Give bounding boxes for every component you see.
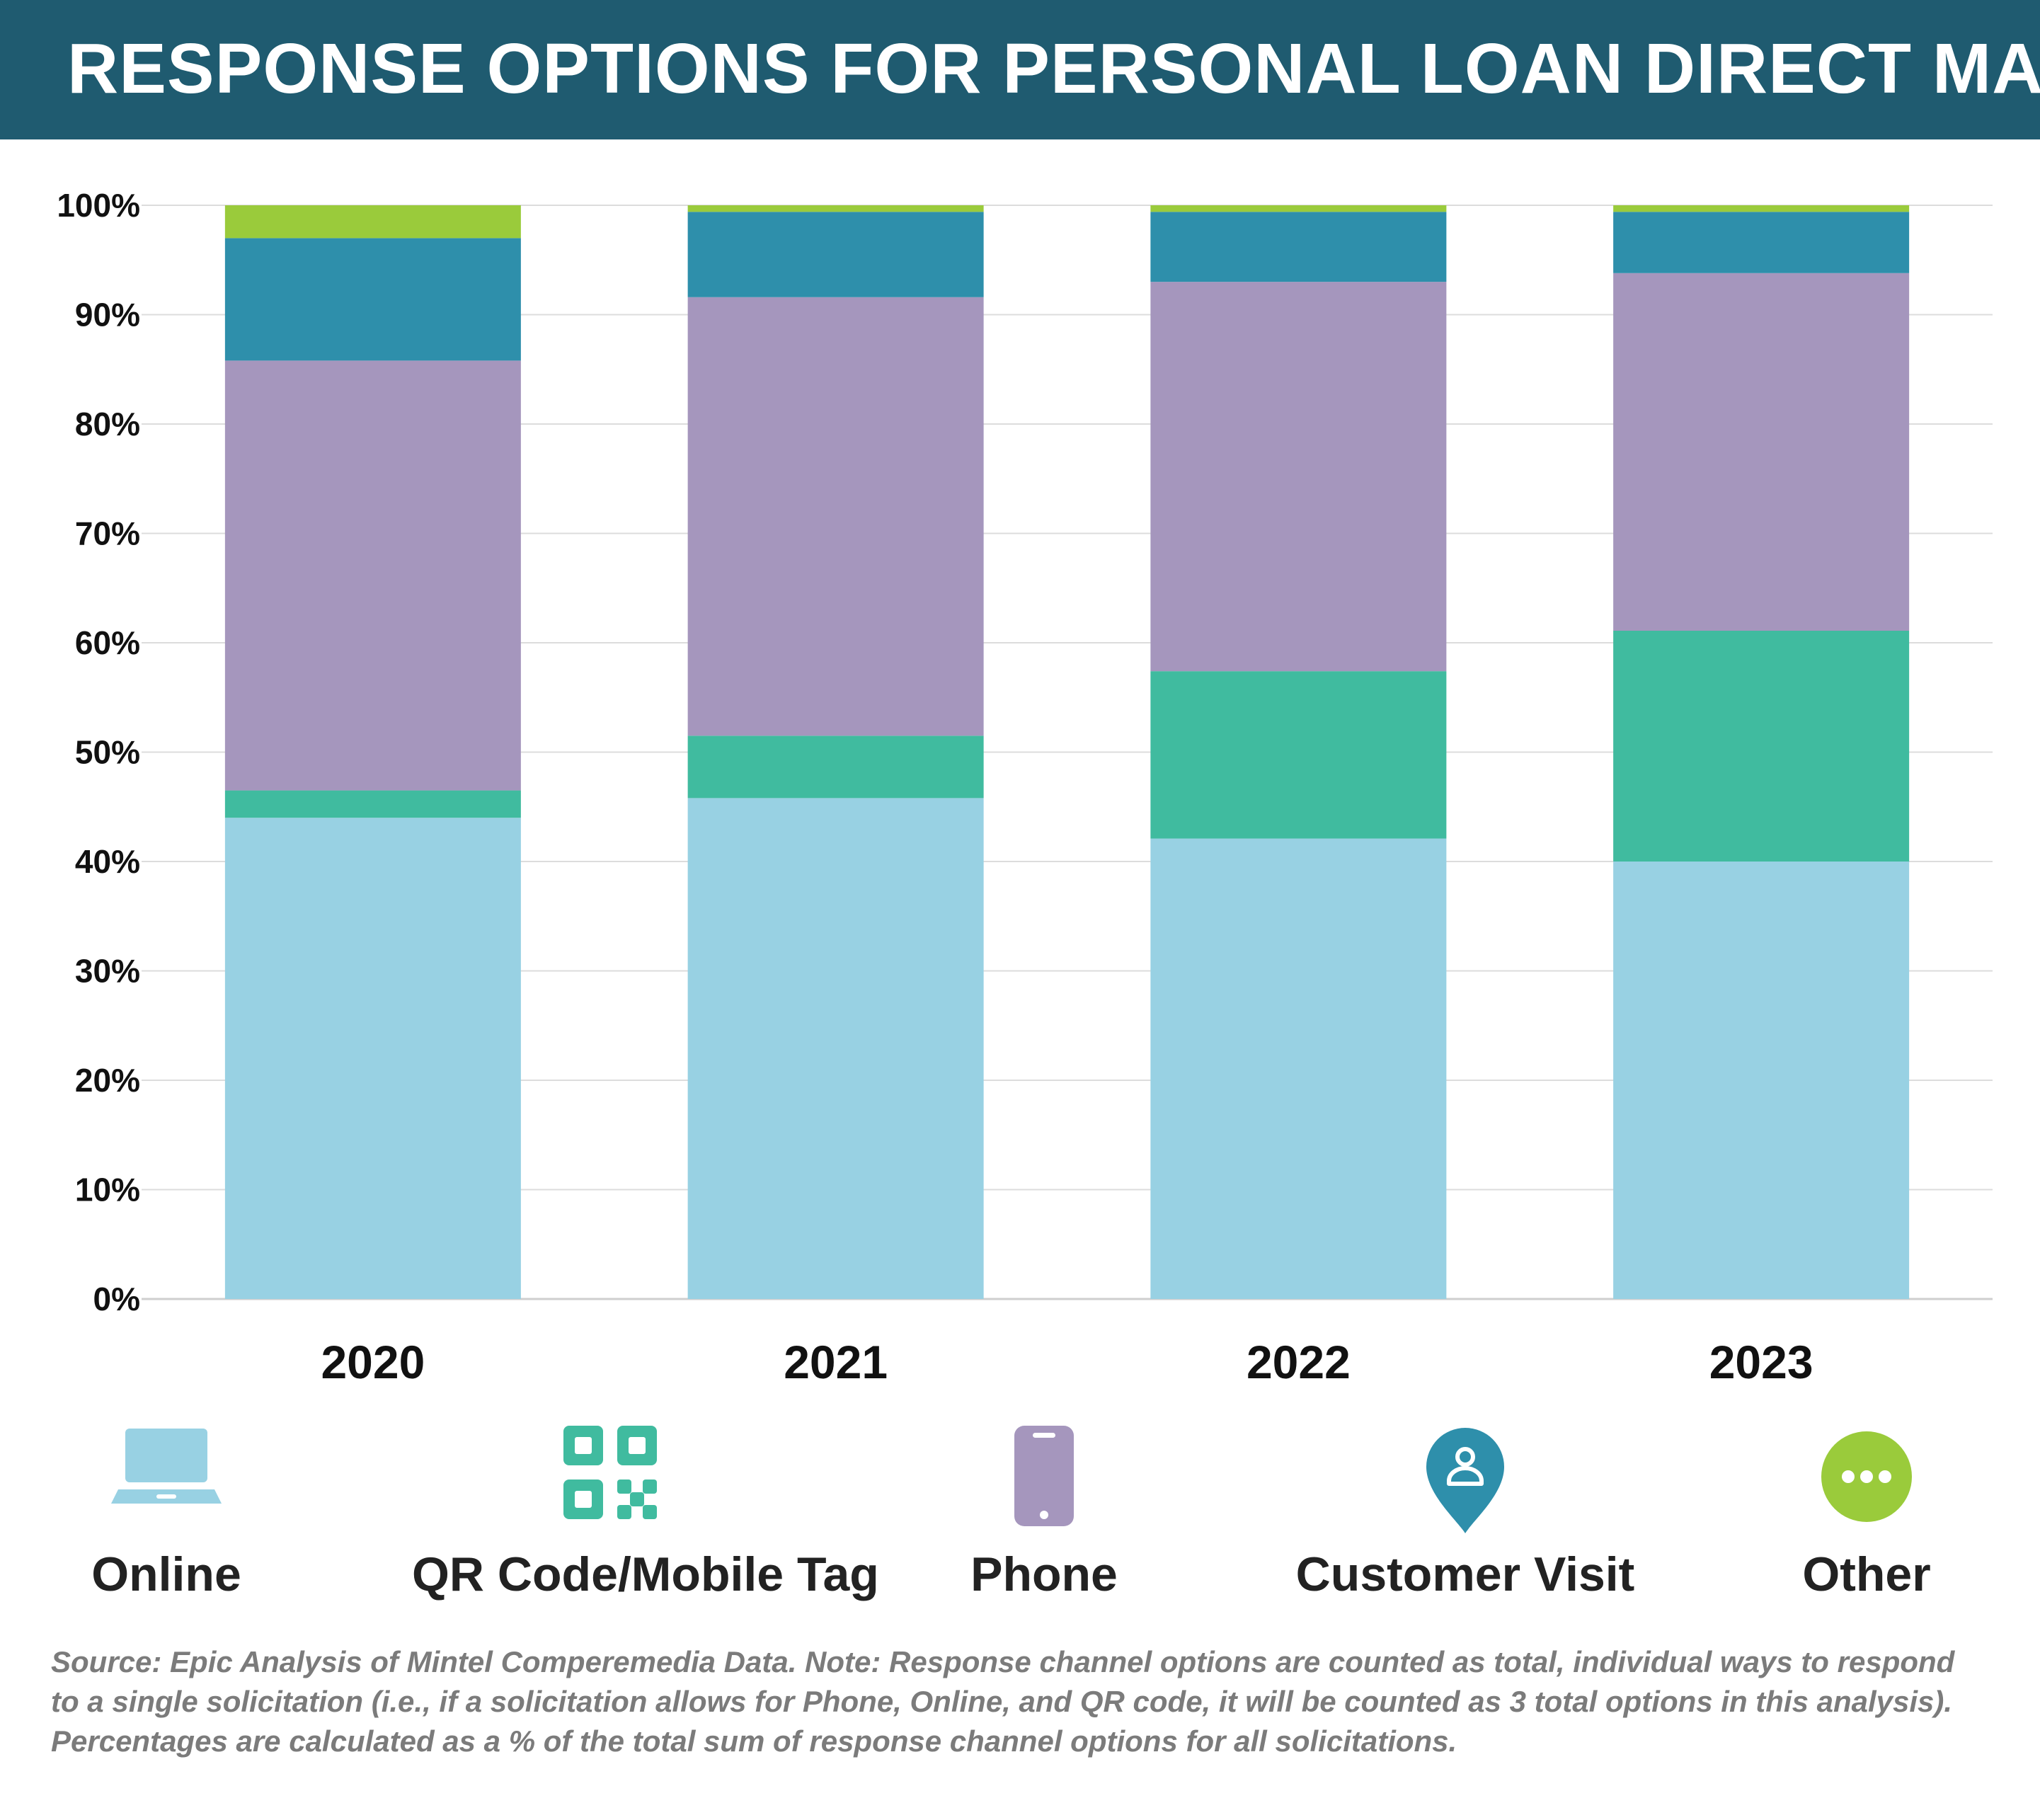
bar-segment-qr-code-mobile-tag-2023 xyxy=(1613,631,1910,862)
legend-item-phone: Phone xyxy=(846,1423,1242,1614)
bar-segment-phone-2023 xyxy=(1613,273,1910,631)
y-tick-label: 10% xyxy=(75,1172,140,1208)
x-tick-label: 2023 xyxy=(1709,1336,1813,1388)
y-tick-label: 60% xyxy=(75,624,140,661)
y-tick-label: 70% xyxy=(75,515,140,552)
bar-segment-other-2021 xyxy=(687,205,984,212)
y-tick-label: 0% xyxy=(93,1281,140,1317)
bar-segment-qr-code-mobile-tag-2020 xyxy=(224,790,521,818)
more-dots-icon xyxy=(1821,1431,1912,1522)
smartphone-icon xyxy=(1014,1426,1074,1526)
x-tick-label: 2022 xyxy=(1247,1336,1351,1388)
bar-segment-phone-2021 xyxy=(687,297,984,736)
legend-label: Phone xyxy=(970,1547,1118,1601)
y-tick-label: 50% xyxy=(75,734,140,771)
legend-label: Online xyxy=(91,1547,241,1601)
y-tick-label: 90% xyxy=(75,297,140,333)
bar-segment-phone-2020 xyxy=(224,360,521,791)
y-tick-label: 30% xyxy=(75,953,140,990)
x-tick-label: 2020 xyxy=(321,1336,425,1388)
legend-label: QR Code/Mobile Tag xyxy=(412,1547,879,1601)
bar-segment-other-2020 xyxy=(224,205,521,239)
title-banner: RESPONSE OPTIONS FOR PERSONAL LOAN DIREC… xyxy=(0,0,2040,139)
y-tick-label: 100% xyxy=(57,187,140,224)
bar-segment-customer-visit-2021 xyxy=(687,212,984,297)
bar-segment-other-2023 xyxy=(1613,205,1910,212)
x-tick-label: 2021 xyxy=(784,1336,888,1388)
bar-segment-qr-code-mobile-tag-2022 xyxy=(1150,671,1447,839)
legend: Online QR Code/Mobile Tag Phone xyxy=(0,1423,2040,1614)
bar-segment-online-2021 xyxy=(687,798,984,1299)
chart-title: RESPONSE OPTIONS FOR PERSONAL LOAN DIREC… xyxy=(67,29,2040,108)
bar-segment-other-2022 xyxy=(1150,205,1447,212)
bar-segment-online-2020 xyxy=(224,818,521,1299)
bar-segment-online-2022 xyxy=(1150,838,1447,1299)
legend-item-qr-code: QR Code/Mobile Tag xyxy=(412,1423,879,1614)
laptop-icon xyxy=(111,1429,222,1504)
bar-segment-phone-2022 xyxy=(1150,282,1447,672)
bar-segment-qr-code-mobile-tag-2021 xyxy=(687,736,984,799)
legend-item-other: Other xyxy=(1668,1423,2040,1614)
legend-label: Customer Visit xyxy=(1295,1547,1635,1601)
y-tick-label: 20% xyxy=(75,1062,140,1099)
bar-segment-customer-visit-2023 xyxy=(1613,212,1910,273)
legend-item-customer-visit: Customer Visit xyxy=(1267,1423,1663,1614)
bar-segment-customer-visit-2022 xyxy=(1150,212,1447,282)
legend-label: Other xyxy=(1802,1547,1931,1601)
source-footnote: Source: Epic Analysis of Mintel Comperem… xyxy=(51,1645,1955,1758)
location-person-icon xyxy=(1426,1428,1504,1533)
bar-segment-customer-visit-2020 xyxy=(224,238,521,361)
bar-segment-online-2023 xyxy=(1613,862,1910,1299)
stacked-bar-chart: 0% 10% 20% 30% 40% 50% 60% 70% 80% 90% 100% 2020 202… xyxy=(57,187,1993,1388)
legend-item-online: Online xyxy=(0,1423,365,1614)
y-tick-label: 80% xyxy=(75,406,140,442)
qr-code-icon xyxy=(563,1426,657,1519)
y-tick-label: 40% xyxy=(75,843,140,880)
